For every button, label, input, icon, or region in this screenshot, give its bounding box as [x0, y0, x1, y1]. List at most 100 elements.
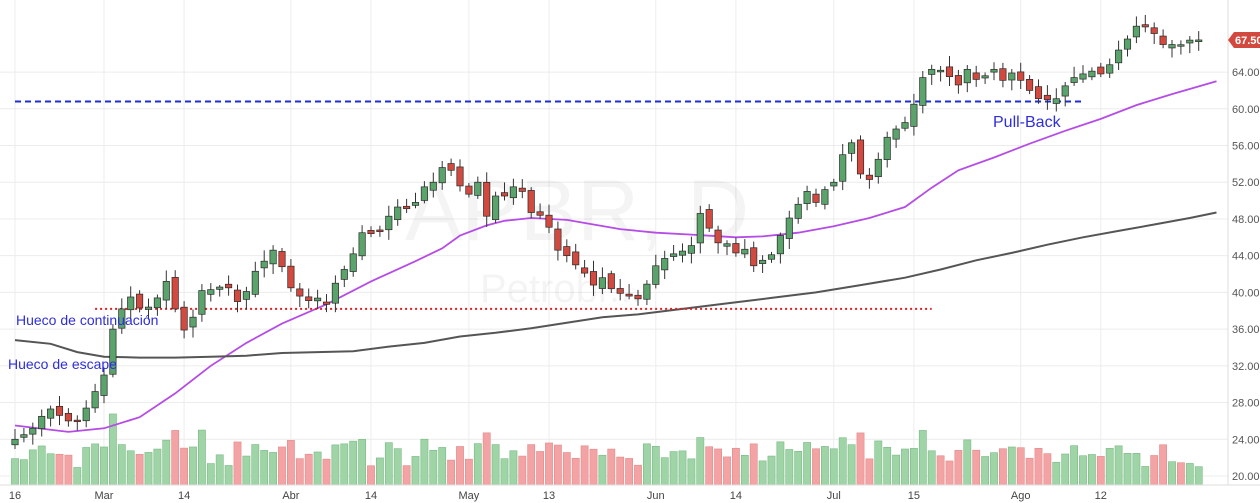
volume-bar — [313, 451, 322, 486]
volume-bar — [180, 447, 188, 486]
x-axis: 16 Mar 14 Abr 14 May 13 Jun 14 Jul 15 Ago 12 — [9, 490, 1107, 502]
volume-bar — [286, 440, 295, 486]
volume-bar — [64, 454, 73, 486]
candle-body — [82, 407, 90, 422]
volume-bar — [1150, 455, 1159, 486]
candle-body — [1052, 98, 1060, 104]
volume-bar — [785, 449, 794, 486]
candle-body — [500, 192, 509, 197]
volume-bar — [358, 439, 366, 486]
volume-bar — [55, 453, 64, 486]
candle-body — [616, 288, 624, 294]
candle-body — [963, 68, 971, 84]
volume-bar — [598, 454, 607, 486]
y-tick-label: 52.00 — [1232, 177, 1260, 189]
volume-bar — [553, 444, 562, 486]
x-tick-label: 14 — [365, 490, 377, 502]
candle-body — [349, 253, 357, 272]
candle-body — [438, 167, 446, 184]
volume-bar — [402, 465, 411, 486]
candle-body — [420, 186, 428, 201]
candle-body — [447, 163, 455, 171]
candle-body — [1061, 85, 1069, 97]
candle-body — [767, 254, 776, 260]
y-tick-label: 20.00 — [1232, 471, 1260, 483]
volume-bar — [438, 447, 447, 486]
candle-body — [839, 154, 847, 182]
y-tick-label: 28.00 — [1232, 398, 1260, 410]
candle-body — [198, 290, 206, 315]
volume-bar — [491, 444, 500, 486]
volume-bar — [304, 453, 313, 486]
volume-bar — [642, 443, 651, 486]
candle-body — [937, 69, 945, 73]
candle-body — [661, 258, 669, 271]
candle-body — [180, 306, 188, 331]
candle-body — [11, 438, 19, 446]
candle-body — [1123, 38, 1132, 50]
volume-bar — [972, 449, 981, 486]
volume-bar — [527, 444, 536, 486]
volume-bar — [278, 446, 286, 486]
candle-body — [153, 297, 161, 309]
volume-bar — [705, 446, 714, 486]
candle-body — [109, 328, 117, 375]
candle-body — [376, 229, 384, 232]
candle-body — [287, 265, 295, 289]
candle-body — [55, 405, 64, 416]
volume-bar — [456, 446, 464, 486]
candle-body — [394, 206, 402, 221]
candle-body — [518, 187, 526, 192]
volume-bar — [758, 460, 767, 486]
candle-body — [225, 283, 233, 289]
candle-body — [625, 293, 633, 297]
candle-body — [776, 235, 784, 255]
volume-bar — [206, 463, 215, 486]
volume-bar — [536, 451, 544, 486]
volume-bar — [812, 448, 820, 486]
volume-bar — [1096, 456, 1105, 486]
candle-body — [305, 296, 313, 302]
candle-body — [29, 427, 37, 435]
candle-body — [207, 289, 215, 295]
candle-body — [403, 205, 411, 210]
candle-body — [527, 190, 535, 213]
volume-bar — [1105, 448, 1114, 486]
candle-body — [581, 267, 589, 274]
volume-bar — [696, 437, 705, 486]
candle-body — [696, 213, 704, 244]
volume-bar — [545, 442, 553, 486]
volume-bar — [171, 430, 180, 486]
candle-body — [589, 271, 598, 286]
volume-bar — [1132, 453, 1141, 486]
candle-body — [331, 282, 339, 304]
volume-bar — [794, 451, 803, 486]
volume-bar — [954, 450, 963, 486]
candle-body — [100, 374, 108, 396]
candle-body — [794, 203, 802, 219]
volume-bar — [393, 448, 402, 486]
volume-bar — [1185, 463, 1194, 486]
candle-body — [411, 202, 420, 206]
candle-body — [1106, 64, 1114, 74]
volume-bar — [1079, 455, 1087, 486]
candle-body — [269, 249, 277, 265]
annotation-pull-back: Pull-Back — [993, 114, 1062, 131]
candle-body — [429, 181, 437, 191]
volume-bar — [990, 452, 998, 486]
candle-body — [803, 191, 811, 204]
moving-average-line — [14, 80, 1217, 433]
volume-bar — [1194, 466, 1203, 486]
volume-bar — [1088, 454, 1096, 486]
candle-body — [741, 248, 749, 255]
candle-body — [242, 291, 250, 300]
candle-body — [358, 232, 366, 257]
candle-body — [678, 250, 687, 256]
annotations: Hueco de continuación Hueco de escape Pu… — [8, 114, 1062, 372]
y-tick-label: 64.00 — [1232, 67, 1260, 79]
candle-body — [1079, 73, 1087, 80]
candle-body — [714, 229, 722, 244]
volume-bar — [340, 443, 349, 486]
candle-body — [785, 217, 793, 239]
